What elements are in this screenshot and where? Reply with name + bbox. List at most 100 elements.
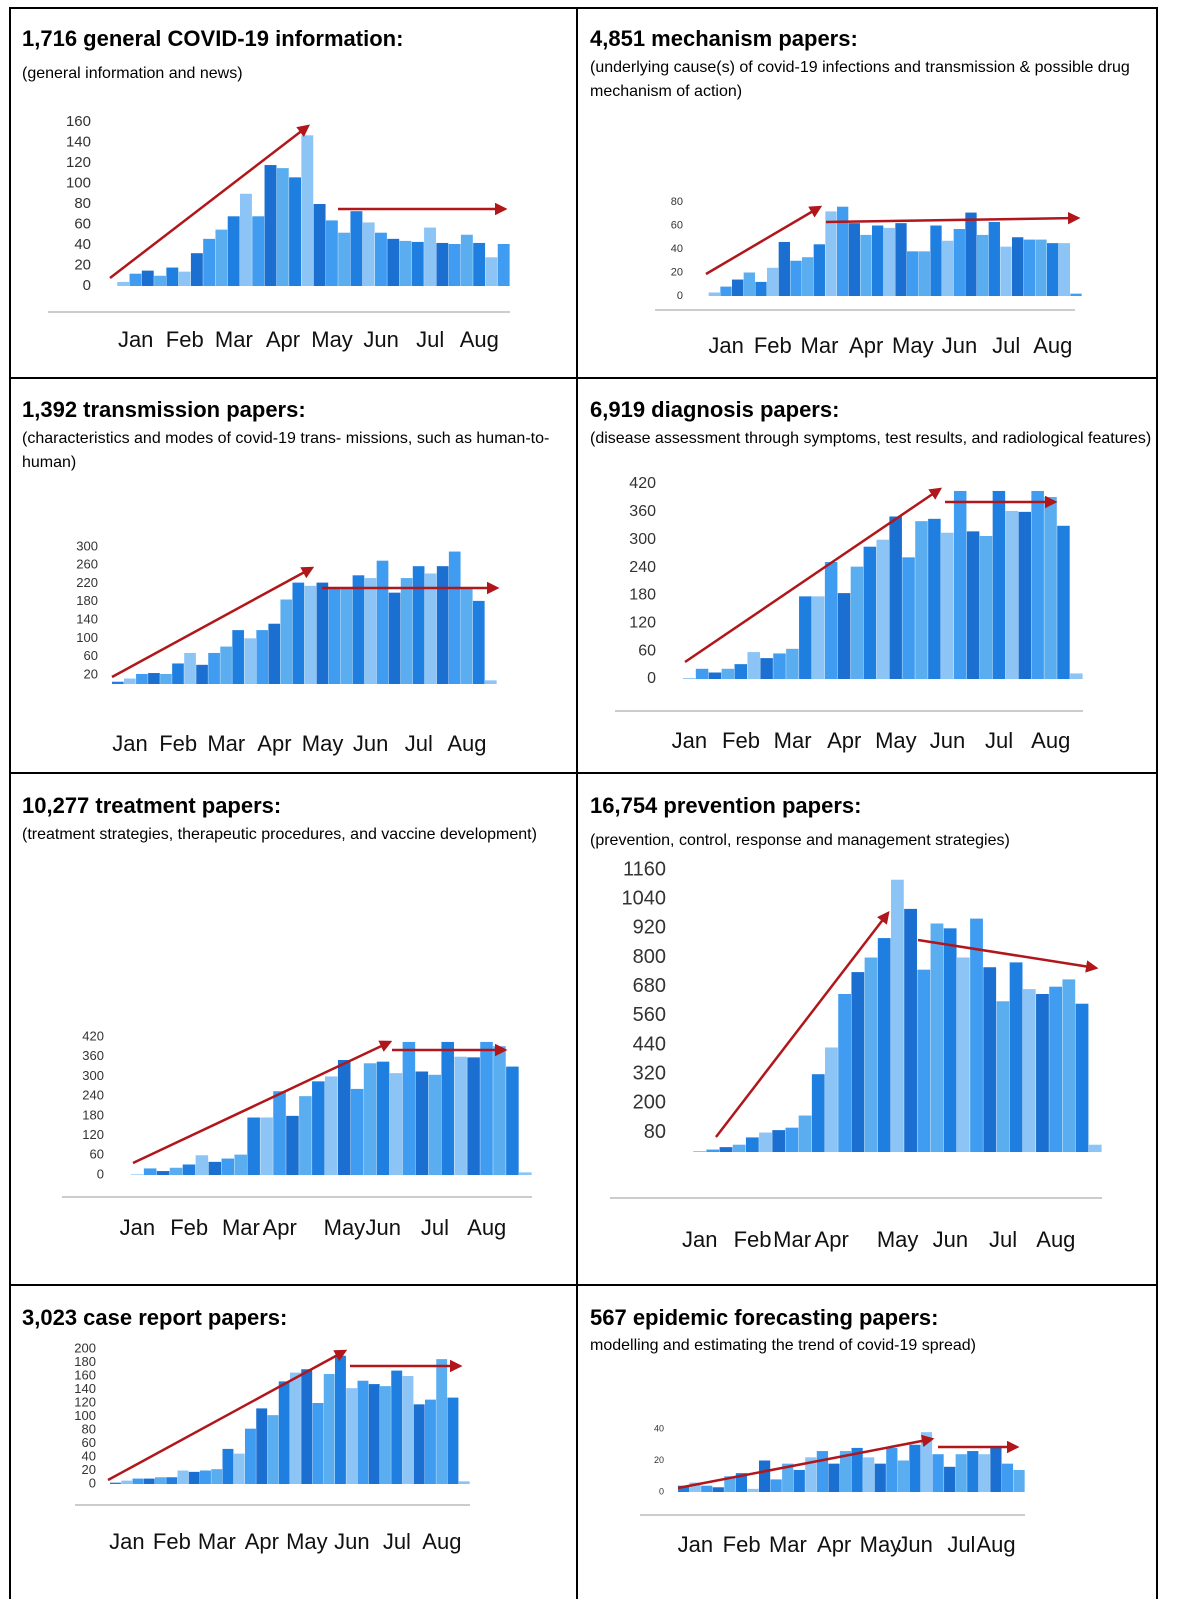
x-tick-label: Jun xyxy=(353,731,388,756)
x-tick-label: Jan xyxy=(120,1215,155,1240)
y-tick-label: 80 xyxy=(644,1121,666,1143)
y-tick-label: 560 xyxy=(633,1004,666,1026)
bar xyxy=(1047,243,1059,296)
trend-arrow xyxy=(684,487,943,664)
bar xyxy=(411,241,424,286)
bar xyxy=(909,1444,921,1492)
bar xyxy=(1058,243,1070,296)
bar xyxy=(252,216,265,286)
panel-subtitle: (disease assessment through symptoms, te… xyxy=(590,430,1152,447)
y-tick-label: 300 xyxy=(629,531,656,548)
y-tick-label: 140 xyxy=(66,133,91,150)
bar xyxy=(256,1408,268,1484)
bar xyxy=(402,1376,414,1484)
x-tick-label: Feb xyxy=(170,1215,208,1240)
y-tick-label: 120 xyxy=(66,154,91,171)
bar xyxy=(399,240,412,286)
bar xyxy=(772,1130,786,1152)
bar xyxy=(848,223,860,296)
bar xyxy=(299,1096,312,1175)
y-tick-label: 0 xyxy=(659,1486,664,1496)
y-tick-label: 0 xyxy=(83,277,91,294)
bar xyxy=(428,1074,442,1175)
bar xyxy=(389,1073,403,1175)
x-tick-label: Aug xyxy=(977,1532,1016,1557)
bar xyxy=(802,257,814,296)
x-tick-label: Mar xyxy=(769,1532,807,1557)
y-tick-label: 200 xyxy=(74,1340,96,1355)
y-tick-label: 20 xyxy=(84,666,98,681)
bar xyxy=(712,1487,724,1492)
panel-title: 567 epidemic forecasting papers: xyxy=(590,1305,939,1330)
bar xyxy=(992,490,1006,679)
y-tick-label: 60 xyxy=(82,1435,96,1450)
border xyxy=(9,7,11,1599)
x-tick-label: Feb xyxy=(734,1227,772,1252)
bar xyxy=(695,668,709,679)
x-tick-label: Jun xyxy=(933,1227,968,1252)
y-tick-label: 420 xyxy=(82,1028,104,1043)
bar xyxy=(124,678,136,684)
x-tick-label: Jun xyxy=(334,1529,369,1554)
bar xyxy=(132,1478,144,1484)
panel-title: 16,754 prevention papers: xyxy=(590,793,862,818)
bar xyxy=(506,1066,519,1175)
bar xyxy=(988,221,1000,296)
trend-arrow xyxy=(132,1040,393,1165)
x-tick-label: Jan xyxy=(682,1227,717,1252)
x-tick-label: Aug xyxy=(447,731,486,756)
bar xyxy=(930,225,942,296)
bar xyxy=(1070,293,1082,296)
x-tick-label: Aug xyxy=(1033,333,1072,358)
y-tick-label: 60 xyxy=(671,219,683,231)
y-tick-label: 0 xyxy=(89,1475,96,1490)
bar xyxy=(376,1061,390,1175)
bar xyxy=(166,267,179,286)
bar xyxy=(184,652,196,684)
y-tick-label: 40 xyxy=(654,1423,664,1433)
bar xyxy=(485,257,498,286)
y-tick-label: 100 xyxy=(74,1408,96,1423)
x-tick-label: Aug xyxy=(1031,728,1070,753)
bar xyxy=(200,1470,211,1484)
y-tick-label: 0 xyxy=(677,290,683,302)
y-tick-label: 1160 xyxy=(623,858,666,880)
bar xyxy=(864,957,878,1152)
panel-title: 4,851 mechanism papers: xyxy=(590,26,858,51)
bar xyxy=(155,1477,166,1484)
bar xyxy=(758,1460,771,1492)
panel-subtitle: (treatment strategies, therapeutic proce… xyxy=(22,826,537,843)
bar xyxy=(1035,239,1047,296)
x-tick-label: Apr xyxy=(827,728,861,753)
bar xyxy=(177,1470,189,1484)
y-tick-label: 40 xyxy=(82,1448,96,1463)
bar xyxy=(1009,962,1023,1152)
bar xyxy=(719,1147,733,1152)
bar xyxy=(264,165,277,286)
x-tick-label: Jun xyxy=(363,327,398,352)
y-tick-label: 120 xyxy=(629,615,656,632)
bar xyxy=(280,599,293,684)
bar xyxy=(141,270,154,286)
y-tick-label: 920 xyxy=(633,917,666,939)
bar xyxy=(234,1154,247,1175)
bar xyxy=(424,573,437,684)
bar xyxy=(267,1415,279,1484)
bar xyxy=(436,1359,448,1484)
bar xyxy=(337,1060,351,1175)
bar xyxy=(805,1457,817,1492)
x-tick-label: Mar xyxy=(773,1227,811,1252)
bar xyxy=(460,234,473,286)
bar xyxy=(301,135,314,286)
bar xyxy=(169,1167,183,1175)
bar xyxy=(215,229,228,286)
bar xyxy=(708,672,722,679)
bar xyxy=(1070,673,1083,679)
bar xyxy=(480,1041,493,1175)
bar xyxy=(828,1463,840,1492)
bar xyxy=(724,1476,736,1492)
bar xyxy=(136,673,148,684)
bar xyxy=(977,234,989,296)
bar xyxy=(154,275,166,286)
bar xyxy=(222,1448,234,1484)
